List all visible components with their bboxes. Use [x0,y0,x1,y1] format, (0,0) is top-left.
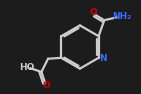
Text: O: O [42,81,50,90]
Text: NH₂: NH₂ [112,12,131,21]
Text: O: O [89,8,97,17]
Text: HO: HO [19,63,34,72]
Text: N: N [99,54,106,63]
